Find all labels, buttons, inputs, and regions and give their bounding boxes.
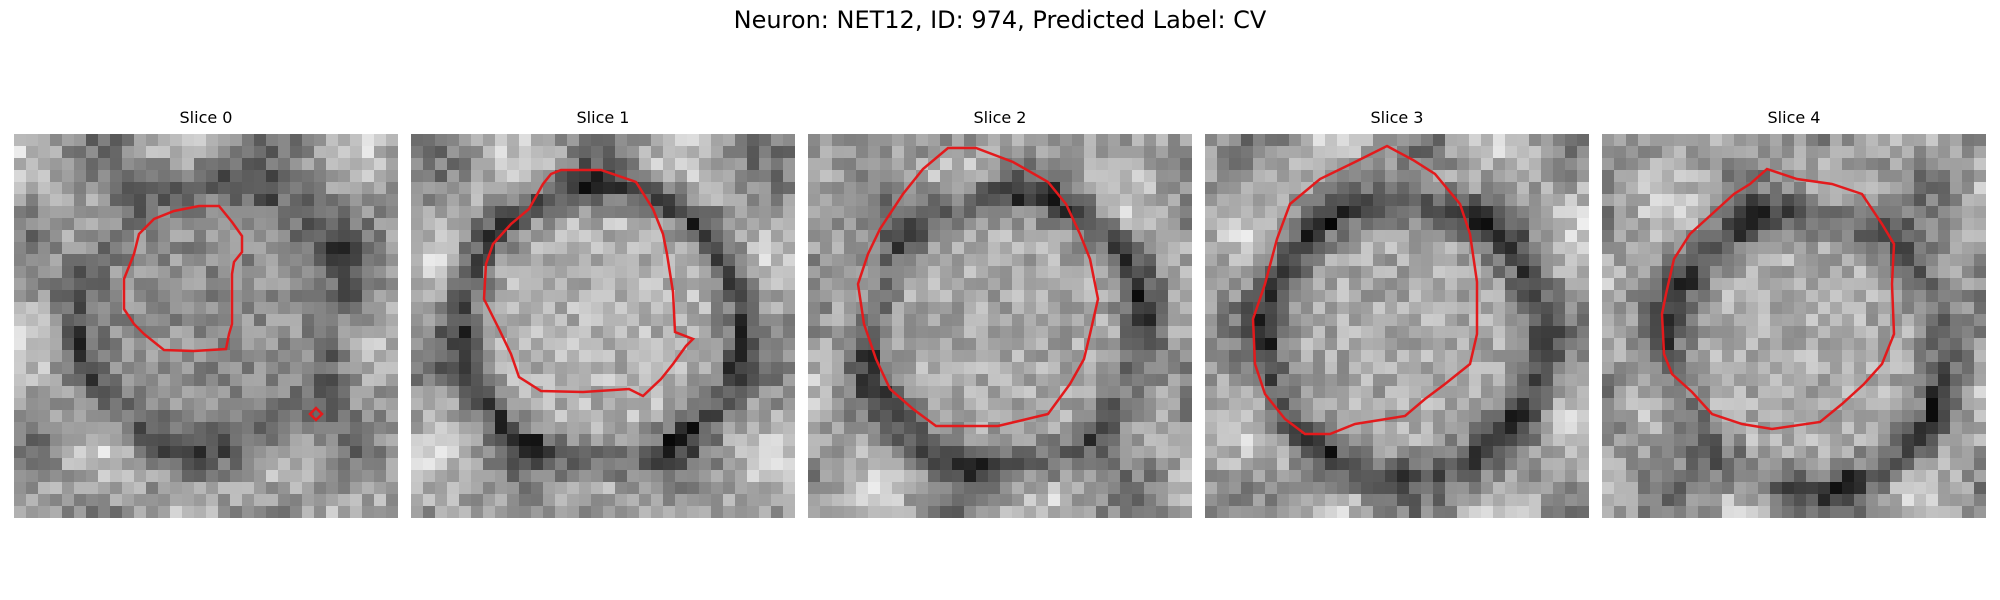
- slice-panel: Slice 1: [411, 108, 795, 518]
- slice-image: [808, 134, 1192, 518]
- slice-panel: Slice 4: [1602, 108, 1986, 518]
- slice-image: [14, 134, 398, 518]
- slice-image: [1602, 134, 1986, 518]
- figure-title: Neuron: NET12, ID: 974, Predicted Label:…: [733, 6, 1267, 34]
- segmentation-contour: [856, 146, 1100, 428]
- segmentation-contour: [122, 204, 244, 353]
- segmentation-contour: [1251, 144, 1479, 436]
- slice-panel: Slice 2: [808, 108, 1192, 518]
- slice-panel: Slice 0: [14, 108, 398, 518]
- slice-title: Slice 3: [1370, 108, 1424, 127]
- slice-image: [411, 134, 795, 518]
- slice-title: Slice 0: [179, 108, 233, 127]
- slice-title: Slice 2: [973, 108, 1027, 127]
- segmentation-fragment: [308, 406, 324, 422]
- segmentation-contour: [1660, 167, 1896, 431]
- slice-title: Slice 4: [1767, 108, 1821, 127]
- slice-image: [1205, 134, 1589, 518]
- slice-panel: Slice 3: [1205, 108, 1589, 518]
- slice-title: Slice 1: [576, 108, 630, 127]
- segmentation-contour: [482, 168, 696, 398]
